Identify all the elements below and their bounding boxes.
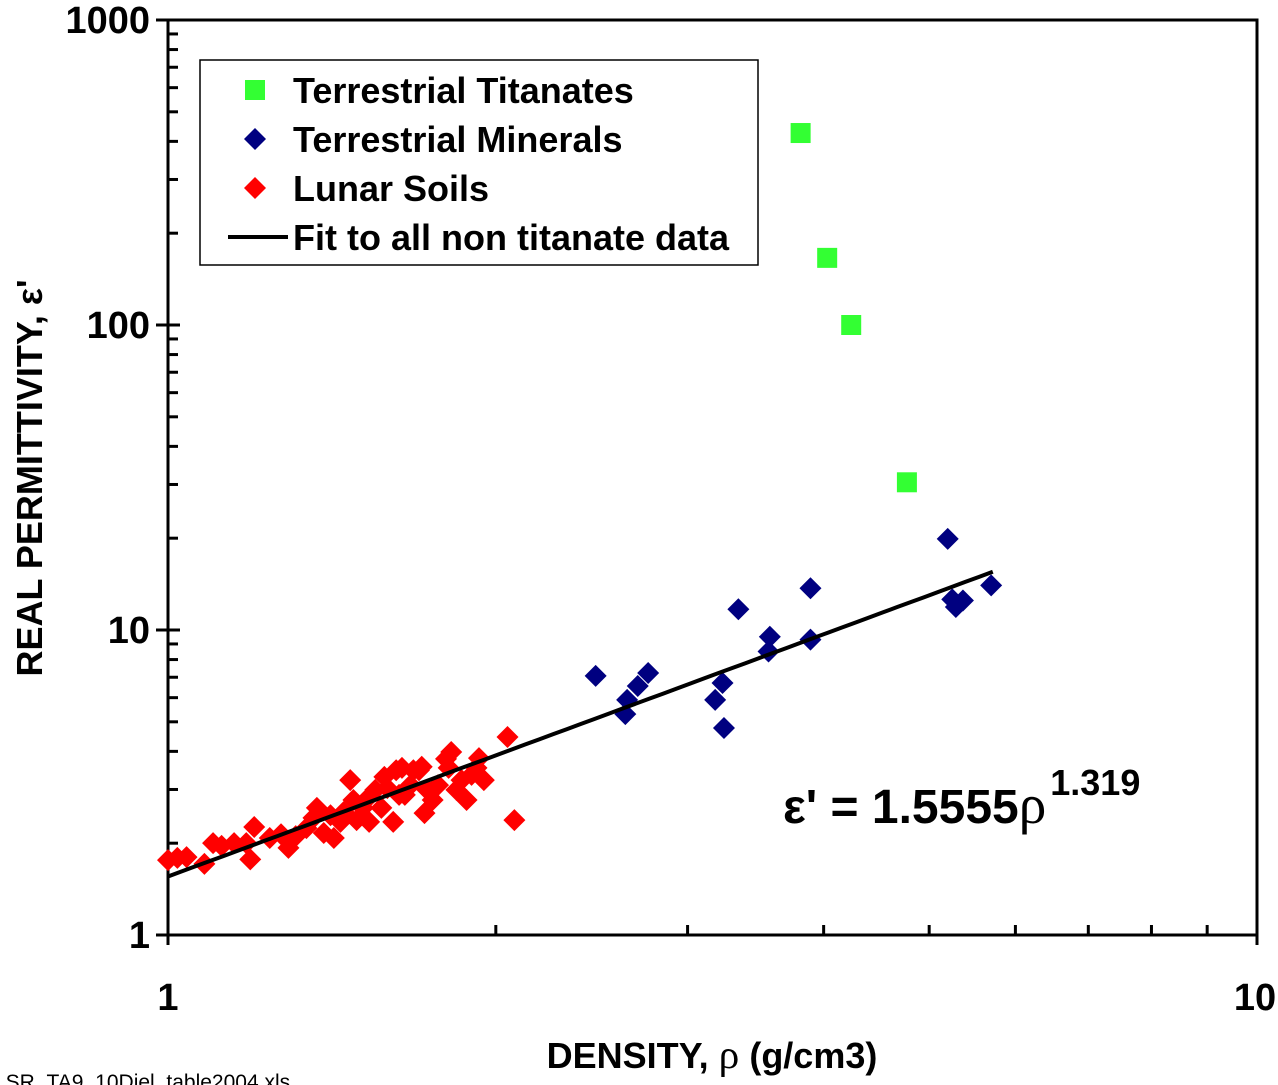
data-point-terrestrial-minerals (584, 664, 607, 687)
data-points (157, 123, 1003, 875)
legend: Terrestrial Titanates Terrestrial Minera… (199, 59, 759, 266)
axis-tick-labels: 1 10 100 1000 1 10 (65, 0, 1276, 1019)
footer-filename-clip: LSR_TA9_10Diel_table2004.xls (0, 1071, 330, 1085)
y-tick-label: 10 (108, 610, 150, 652)
fit-equation: ε' = 1.5555ρ 1.319 (783, 762, 1140, 835)
fit-line-group (167, 569, 994, 879)
legend-label-terrestrial-titanates: Terrestrial Titanates (293, 70, 634, 111)
data-point-terrestrial-minerals (704, 688, 727, 711)
data-point-terrestrial-minerals (712, 717, 735, 740)
y-tick-label: 1 (129, 915, 150, 957)
data-point-lunar-soils (472, 769, 495, 792)
legend-marker-terrestrial-minerals (244, 128, 266, 150)
data-point-terrestrial-titanates (790, 123, 811, 144)
series-lunar-soils (157, 725, 526, 875)
data-point-lunar-soils (440, 741, 463, 764)
series-terrestrial-minerals (584, 527, 1003, 740)
data-point-terrestrial-minerals (980, 574, 1003, 597)
x-tick-label: 10 (1234, 977, 1276, 1019)
data-point-lunar-soils (239, 848, 262, 871)
data-point-lunar-soils (322, 826, 345, 849)
data-point-terrestrial-titanates (817, 247, 838, 268)
data-point-terrestrial-minerals (951, 589, 974, 612)
legend-label-lunar-soils: Lunar Soils (293, 168, 489, 209)
data-point-lunar-soils (339, 769, 362, 792)
legend-marker-terrestrial-titanates (245, 80, 265, 100)
y-tick-label: 1000 (65, 0, 150, 42)
legend-box (199, 59, 759, 266)
fit-equation-main: ε' = 1.5555ρ (783, 774, 1046, 835)
data-point-terrestrial-minerals (637, 661, 660, 684)
y-axis-title: REAL PERMITTIVITY, ε' (9, 279, 50, 676)
axis-ticks (156, 18, 1259, 945)
data-point-lunar-soils (243, 815, 266, 838)
data-point-terrestrial-minerals (758, 625, 781, 648)
data-point-lunar-soils (358, 810, 381, 833)
legend-marker-lunar-soils (244, 177, 266, 199)
data-point-lunar-soils (370, 796, 393, 819)
fit-line (167, 569, 994, 879)
data-point-lunar-soils (175, 846, 198, 869)
x-axis-title: DENSITY, ρ (g/cm3) (547, 1031, 878, 1077)
x-tick-label: 1 (157, 977, 178, 1019)
y-tick-label: 100 (87, 305, 150, 347)
fit-equation-exponent: 1.319 (1050, 762, 1140, 803)
data-point-lunar-soils (382, 810, 405, 833)
footer-filename: LSR_TA9_10Diel_table2004.xls (0, 1071, 291, 1085)
data-point-terrestrial-minerals (727, 598, 750, 621)
data-point-lunar-soils (503, 809, 526, 832)
data-point-terrestrial-minerals (711, 672, 734, 695)
data-point-lunar-soils (455, 789, 478, 812)
data-point-terrestrial-titanates (896, 472, 917, 493)
data-point-lunar-soils (496, 725, 519, 748)
data-point-terrestrial-minerals (626, 675, 649, 698)
legend-label-terrestrial-minerals: Terrestrial Minerals (293, 119, 622, 160)
data-point-terrestrial-minerals (936, 527, 959, 550)
data-point-lunar-soils (410, 755, 433, 778)
series-terrestrial-titanates (790, 123, 917, 493)
legend-label-fit-line: Fit to all non titanate data (293, 217, 730, 258)
data-point-terrestrial-titanates (841, 315, 862, 335)
data-point-terrestrial-minerals (799, 577, 822, 600)
